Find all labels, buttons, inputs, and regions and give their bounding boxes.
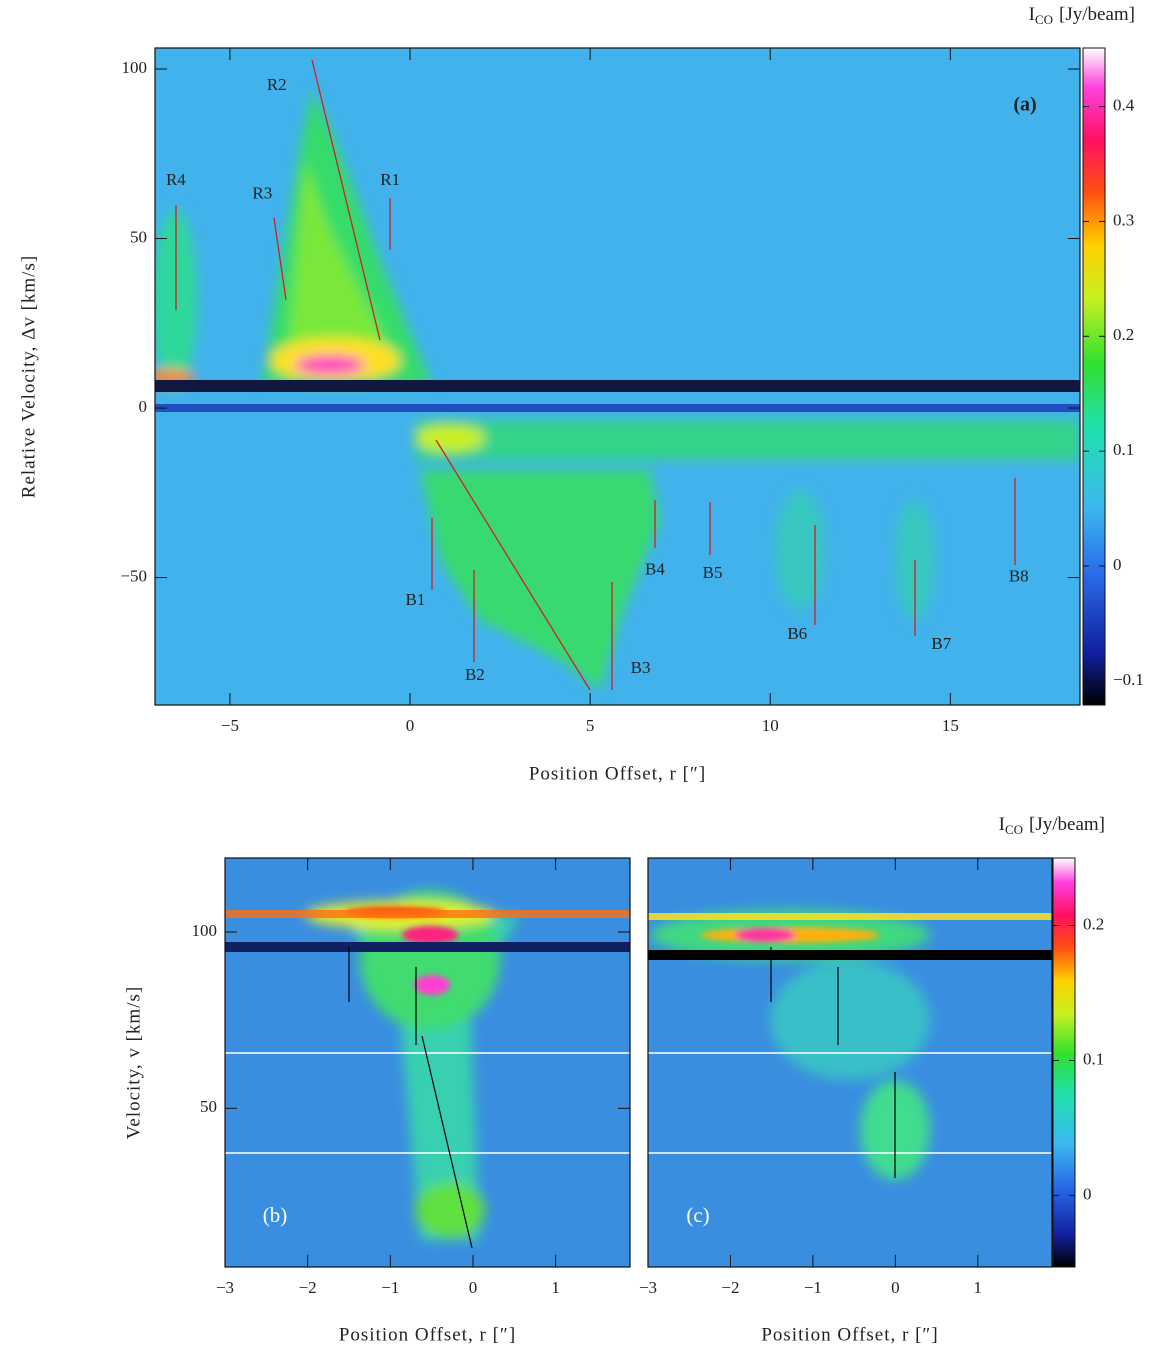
colorbar-tick-label: −0.1 [1113, 670, 1144, 689]
colorbar-tick-label: 0.1 [1113, 440, 1134, 459]
colorbar [1082, 47, 1106, 706]
plot-frame [224, 857, 631, 1268]
x-tick-label: −2 [299, 1278, 317, 1297]
colorbar-unit: [Jy/beam] [1029, 814, 1105, 835]
x-tick-label: 10 [762, 716, 779, 735]
plot-frame [647, 857, 1053, 1268]
annotation: R3 [252, 183, 272, 202]
x-tick-label: −5 [221, 716, 239, 735]
colorbar-subscript: CO [1035, 12, 1053, 27]
colorbar-subscript: CO [1005, 822, 1023, 837]
annotation: B7 [931, 634, 951, 653]
x-tick-label: 1 [551, 1278, 560, 1297]
colorbar-tick-label: 0.3 [1113, 210, 1134, 229]
annotation: R1 [380, 170, 400, 189]
annotation: B4 [645, 560, 665, 579]
x-axis-label: Position Offset, r [″] [529, 763, 706, 784]
annotation: B8 [1009, 566, 1029, 585]
x-tick-label: 5 [586, 716, 595, 735]
colorbar [1052, 857, 1076, 1268]
annotation: R4 [166, 170, 186, 189]
colorbar-unit: [Jy/beam] [1059, 4, 1135, 25]
x-tick-label: −1 [381, 1278, 399, 1297]
panel-label: (c) [686, 1203, 709, 1227]
colorbar-symbol: I [1029, 4, 1035, 25]
x-tick-label: 0 [469, 1278, 478, 1297]
colorbar-tick-label: 0.4 [1113, 95, 1135, 114]
annotation: R2 [267, 75, 287, 94]
y-tick-label: 100 [122, 58, 148, 77]
y-axis-label: Relative Velocity, Δv [km/s] [18, 255, 39, 498]
annotation: B3 [631, 658, 651, 677]
x-tick-label: −1 [804, 1278, 822, 1297]
y-tick-label: 0 [139, 397, 148, 416]
annotation: B6 [787, 624, 807, 643]
colorbar-tick-label: 0.1 [1083, 1049, 1104, 1068]
y-tick-label: 100 [192, 921, 218, 940]
plot-frame [154, 47, 1081, 706]
annotation: B2 [465, 665, 485, 684]
colorbar-symbol: I [999, 814, 1005, 835]
colorbar-label: ICO [Jy/beam] [999, 814, 1105, 837]
x-tick-label: 0 [891, 1278, 900, 1297]
intensity-map [225, 858, 630, 1267]
x-tick-label: 1 [974, 1278, 983, 1297]
x-axis-label: Position Offset, r [″] [761, 1324, 938, 1345]
colorbar-tick-label: 0.2 [1113, 325, 1134, 344]
annotation: B5 [703, 563, 723, 582]
y-axis-label: Velocity, v [km/s] [123, 986, 144, 1139]
x-axis-label: Position Offset, r [″] [339, 1324, 516, 1345]
colorbar-label: ICO [Jy/beam] [1029, 4, 1135, 27]
panel-label: (b) [263, 1203, 288, 1227]
y-tick-label: −50 [120, 566, 147, 585]
annotation: B1 [406, 590, 426, 609]
y-tick-label: 50 [200, 1097, 217, 1116]
y-tick-label: 50 [130, 227, 147, 246]
x-tick-label: −3 [216, 1278, 234, 1297]
colorbar-tick-label: 0 [1083, 1184, 1092, 1203]
x-tick-label: −3 [639, 1278, 657, 1297]
colorbar-tick-label: 0.2 [1083, 914, 1104, 933]
intensity-map [648, 858, 1052, 1267]
colorbar-tick-label: 0 [1113, 555, 1122, 574]
x-tick-label: 15 [942, 716, 959, 735]
x-tick-label: 0 [406, 716, 415, 735]
x-tick-label: −2 [721, 1278, 739, 1297]
panel-label: (a) [1013, 94, 1036, 116]
intensity-map [155, 48, 1080, 705]
